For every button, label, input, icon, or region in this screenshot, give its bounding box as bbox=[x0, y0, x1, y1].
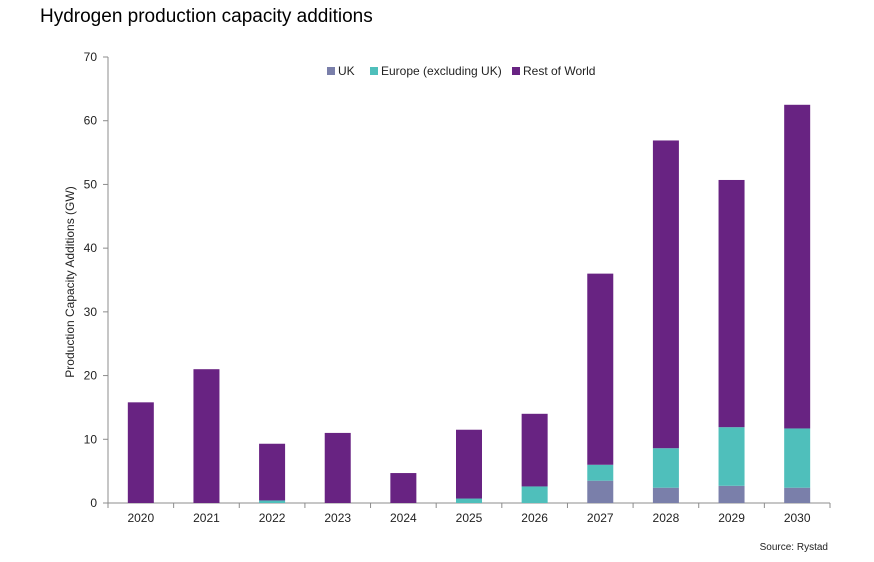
bar-rest-of-world-2026 bbox=[521, 413, 548, 487]
bar-europe-excluding-uk-2028 bbox=[652, 448, 679, 488]
bar-rest-of-world-2023 bbox=[324, 432, 351, 503]
bar-europe-excluding-uk-2026 bbox=[521, 486, 548, 503]
bar-rest-of-world-2024 bbox=[390, 473, 417, 503]
y-tick-label: 70 bbox=[84, 50, 98, 64]
y-tick-label: 30 bbox=[84, 305, 98, 319]
y-tick-label: 50 bbox=[84, 177, 98, 191]
bar-uk-2029 bbox=[718, 485, 745, 503]
y-tick-label: 20 bbox=[84, 369, 98, 383]
x-tick-label: 2020 bbox=[127, 511, 154, 525]
bar-europe-excluding-uk-2029 bbox=[718, 427, 745, 486]
y-tick-label: 60 bbox=[84, 114, 98, 128]
x-axis: 2020 2021 2022 2023 2024 2025 2026 2027 2028 2029… bbox=[107, 502, 831, 525]
legend-label: UK bbox=[338, 64, 355, 78]
bar-rest-of-world-2027 bbox=[587, 273, 614, 465]
bar-uk-2030 bbox=[784, 487, 811, 503]
source-note: Source: Rystad bbox=[759, 542, 828, 553]
x-tick-label: 2027 bbox=[587, 511, 614, 525]
x-tick-label: 2030 bbox=[784, 511, 811, 525]
chart-title: Hydrogen production capacity additions bbox=[40, 6, 373, 27]
y-tick-label: 40 bbox=[84, 241, 98, 255]
y-axis-title: Production Capacity Additions (GW) bbox=[63, 186, 77, 377]
x-tick-label: 2025 bbox=[456, 511, 483, 525]
bar-europe-excluding-uk-2025 bbox=[456, 498, 482, 503]
bar-rest-of-world-2029 bbox=[718, 179, 745, 428]
y-tick-label: 10 bbox=[84, 432, 98, 446]
legend-swatch bbox=[370, 67, 378, 75]
legend-swatch bbox=[512, 67, 520, 75]
bar-uk-2027 bbox=[587, 480, 614, 503]
bar-uk-2028 bbox=[652, 487, 679, 503]
bar-rest-of-world-2028 bbox=[652, 140, 679, 449]
bar-europe-excluding-uk-2030 bbox=[784, 428, 811, 488]
legend-swatch bbox=[327, 67, 335, 75]
legend-label: Rest of World bbox=[523, 64, 595, 78]
y-axis: 0 10 20 30 40 50 60 70 bbox=[84, 50, 109, 510]
x-tick-label: 2029 bbox=[718, 511, 745, 525]
bars bbox=[127, 104, 811, 503]
x-tick-label: 2022 bbox=[259, 511, 286, 525]
x-tick-label: 2026 bbox=[521, 511, 548, 525]
bar-europe-excluding-uk-2027 bbox=[587, 464, 614, 481]
x-tick-label: 2024 bbox=[390, 511, 417, 525]
x-tick-label: 2028 bbox=[653, 511, 680, 525]
bar-rest-of-world-2021 bbox=[193, 369, 220, 503]
x-tick-label: 2023 bbox=[324, 511, 351, 525]
bar-rest-of-world-2030 bbox=[784, 104, 811, 429]
bar-rest-of-world-2025 bbox=[456, 429, 482, 499]
x-tick-label: 2021 bbox=[193, 511, 220, 525]
legend-label: Europe (excluding UK) bbox=[381, 64, 502, 78]
bar-europe-excluding-uk-2022 bbox=[259, 500, 286, 503]
y-tick-label: 0 bbox=[90, 496, 97, 510]
bar-rest-of-world-2020 bbox=[127, 402, 154, 503]
legend: UK Europe (excluding UK) Rest of World bbox=[327, 64, 595, 78]
bar-rest-of-world-2022 bbox=[259, 443, 286, 501]
